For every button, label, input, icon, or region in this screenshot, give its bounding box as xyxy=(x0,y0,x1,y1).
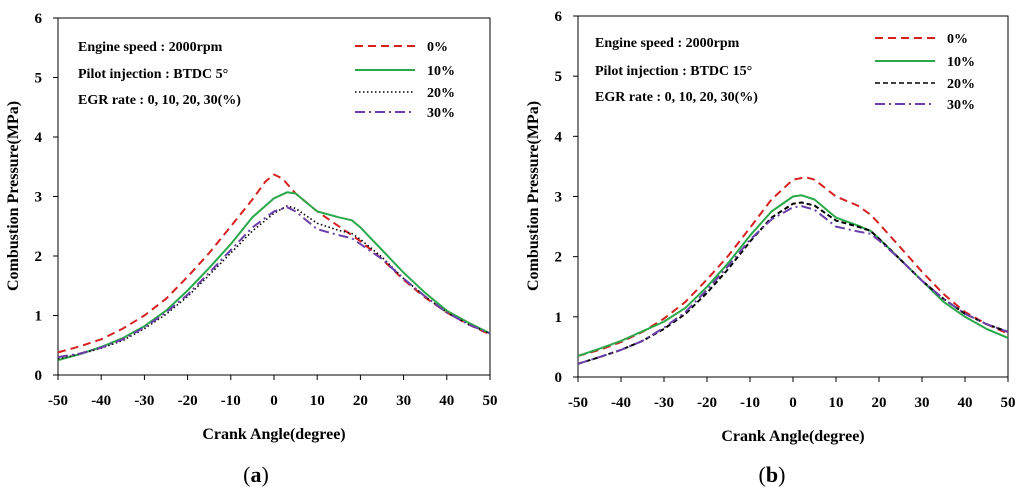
series-line-10pct-a xyxy=(57,191,491,362)
x-axis-title-b: Crank Angle(degree) xyxy=(721,428,864,445)
y-axis-title-a: Combustion Pressure(MPa) xyxy=(5,101,22,291)
legend-label-10pct-b: 10% xyxy=(947,55,975,70)
series-line-30pct-a xyxy=(57,206,491,359)
legend-label-30pct-b: 30% xyxy=(947,98,975,113)
x-tick-label: 40 xyxy=(958,395,973,411)
x-tick-label: 50 xyxy=(483,393,498,409)
y-tick-label: 1 xyxy=(555,310,563,326)
x-tick-label: 50 xyxy=(1001,395,1016,411)
y-tick-label: 6 xyxy=(555,9,563,25)
y-tick-label: 3 xyxy=(35,190,43,206)
legend-label-20pct-a: 20% xyxy=(427,86,455,101)
caption-a: (a) xyxy=(243,462,269,487)
annotation-egr-rate-b: EGR rate : 0, 10, 20, 30(%) xyxy=(595,90,758,105)
x-tick-label: 30 xyxy=(396,393,411,409)
x-tick-label: -50 xyxy=(568,395,588,411)
x-tick-label: -40 xyxy=(91,393,111,409)
series-line-0pct-b xyxy=(577,176,1009,357)
series-lines-b xyxy=(577,176,1009,365)
x-tick-label: -30 xyxy=(134,393,154,409)
legend-a: 0% 10% 20% 30% xyxy=(355,40,455,121)
y-tick-label: 1 xyxy=(35,309,43,325)
series-line-30pct-b xyxy=(577,205,1009,365)
series-line-20pct-a xyxy=(57,205,491,360)
y-tick-label: 4 xyxy=(35,130,43,146)
x-tick-label: -10 xyxy=(740,395,760,411)
y-tick-label: 4 xyxy=(555,129,563,145)
x-tick-label: -20 xyxy=(697,395,717,411)
x-tick-label: -20 xyxy=(178,393,198,409)
series-lines-a xyxy=(57,173,491,362)
annotation-egr-rate-a: EGR rate : 0, 10, 20, 30(%) xyxy=(78,93,241,108)
y-tick-label: 2 xyxy=(555,250,563,266)
x-tick-label: -50 xyxy=(48,393,68,409)
y-tick-label: 0 xyxy=(555,370,563,386)
series-line-0pct-a xyxy=(57,173,491,354)
x-axis-title-a: Crank Angle(degree) xyxy=(202,426,345,443)
y-tick-label: 5 xyxy=(555,69,563,85)
x-tick-label: 20 xyxy=(872,395,887,411)
y-tick-label: 6 xyxy=(35,11,43,27)
x-tick-label: -40 xyxy=(611,395,631,411)
y-axis-title-b: Combustion Pressure(MPa) xyxy=(525,101,542,291)
x-tick-label: 0 xyxy=(789,395,797,411)
panel-a: -50 -40 -30 -20 -10 0 10 20 30 40 50 0 1 2 3 4 5 6 Engine… xyxy=(5,11,498,487)
axis-ticks-a: -50 -40 -30 -20 -10 0 10 20 30 40 50 0 1 2 3 4 5 6 xyxy=(35,11,498,409)
x-tick-label: 10 xyxy=(310,393,325,409)
y-tick-label: 3 xyxy=(555,190,563,206)
x-tick-label: -10 xyxy=(221,393,241,409)
legend-label-30pct-a: 30% xyxy=(427,106,455,121)
x-tick-label: 10 xyxy=(829,395,844,411)
annotation-pilot-injection-b: Pilot injection : BTDC 15° xyxy=(595,64,752,79)
y-tick-label: 0 xyxy=(35,368,43,384)
legend-label-0pct-b: 0% xyxy=(947,32,968,47)
panel-b: -50 -40 -30 -20 -10 0 10 20 30 40 50 0 1 2 3 4 5 6 Engine… xyxy=(525,9,1016,487)
axis-ticks-b: -50 -40 -30 -20 -10 0 10 20 30 40 50 0 1 2 3 4 5 6 xyxy=(555,9,1016,411)
x-tick-label: -30 xyxy=(654,395,674,411)
y-tick-label: 2 xyxy=(35,249,43,265)
x-tick-label: 20 xyxy=(353,393,368,409)
annotation-engine-speed-b: Engine speed : 2000rpm xyxy=(595,36,740,51)
legend-label-10pct-a: 10% xyxy=(427,64,455,79)
annotation-pilot-injection-a: Pilot injection : BTDC 5° xyxy=(78,67,228,82)
annotation-engine-speed-a: Engine speed : 2000rpm xyxy=(78,40,223,55)
x-tick-label: 40 xyxy=(439,393,454,409)
legend-label-0pct-a: 0% xyxy=(427,40,448,55)
x-tick-label: 30 xyxy=(915,395,930,411)
legend-b: 0% 10% 20% 30% xyxy=(875,32,975,113)
y-tick-label: 5 xyxy=(35,71,43,87)
plot-area-a xyxy=(57,17,491,376)
x-tick-label: 0 xyxy=(270,393,278,409)
caption-b: (b) xyxy=(759,462,786,487)
legend-label-20pct-b: 20% xyxy=(947,77,975,92)
